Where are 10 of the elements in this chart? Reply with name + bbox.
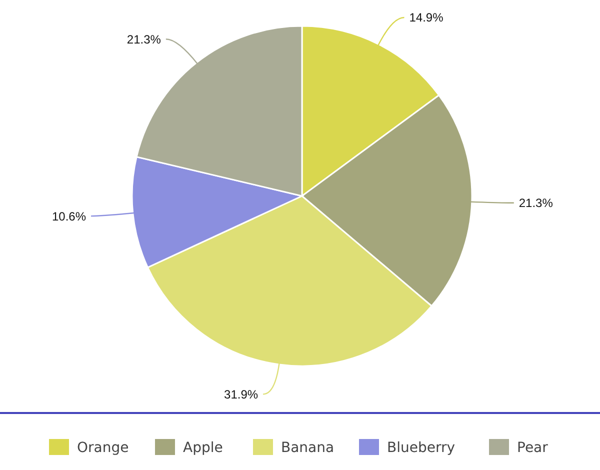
data-label: 21.3%: [126, 32, 162, 46]
legend-label: Banana: [281, 440, 334, 456]
data-label: 14.9%: [409, 10, 444, 25]
legend-label: Pear: [517, 440, 548, 456]
legend-label: Apple: [183, 440, 223, 456]
data-label: 31.9%: [224, 387, 258, 402]
legend-label: Orange: [77, 440, 129, 456]
data-label: 10.6%: [52, 209, 86, 224]
data-label: 21.3%: [518, 196, 554, 210]
legend-label: Blueberry: [387, 440, 456, 456]
